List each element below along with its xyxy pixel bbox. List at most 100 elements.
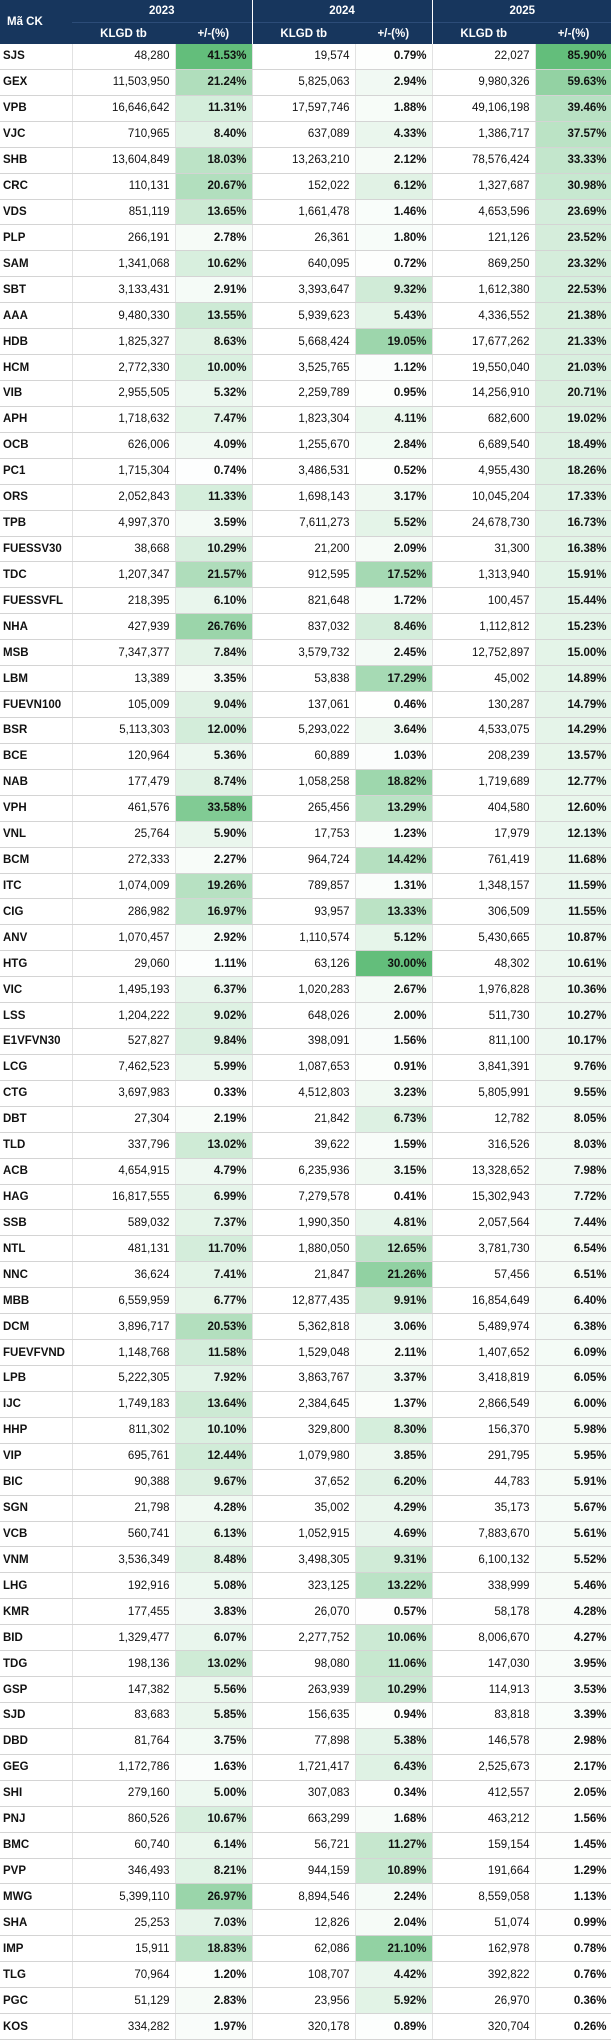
volume-2025-cell: 13,328,652 <box>432 1158 536 1185</box>
volume-2023-cell: 2,052,843 <box>72 484 176 511</box>
table-row: TPB 4,997,370 3.59% 7,611,273 5.52% 24,678,73… <box>0 510 611 537</box>
change-2023-cell: 5.00% <box>175 1780 253 1807</box>
stock-code-cell: NTL <box>0 1235 73 1263</box>
change-2025-cell: 59.63% <box>535 69 611 96</box>
volume-2024-cell: 2,277,752 <box>252 1624 356 1652</box>
stock-code-cell: CTG <box>0 1080 73 1107</box>
volume-2024-cell: 3,863,767 <box>252 1365 356 1392</box>
change-2025-cell: 0.76% <box>535 1961 611 1989</box>
volume-2023-cell: 1,070,457 <box>72 924 176 952</box>
stock-code-cell: SBT <box>0 276 73 304</box>
volume-2023-cell: 36,624 <box>72 1261 176 1289</box>
change-2023-cell: 10.67% <box>175 1806 253 1833</box>
stock-code-cell: VNM <box>0 1546 73 1574</box>
volume-2024-cell: 21,200 <box>252 536 356 563</box>
volume-2025-cell: 4,653,596 <box>432 199 536 226</box>
table-row: SJD 83,683 5.85% 156,635 0.94% 83,818 3.39% <box>0 1702 611 1729</box>
change-2025-cell: 16.38% <box>535 536 611 563</box>
change-2023-cell: 5.08% <box>175 1572 253 1600</box>
stock-code-cell: VPH <box>0 795 73 822</box>
volume-2025-cell: 1,327,687 <box>432 173 536 200</box>
change-2025-cell: 14.89% <box>535 665 611 693</box>
change-2023-cell: 7.47% <box>175 406 253 433</box>
volume-2025-cell: 19,550,040 <box>432 354 536 381</box>
change-2023-cell: 12.44% <box>175 1443 253 1470</box>
volume-2025-cell: 14,256,910 <box>432 380 536 407</box>
change-2025-cell: 21.03% <box>535 354 611 381</box>
change-2024-cell: 4.29% <box>355 1495 433 1522</box>
table-row: AAA 9,480,330 13.55% 5,939,623 5.43% 4,336,55… <box>0 302 611 330</box>
volume-2023-cell: 11,503,950 <box>72 69 176 96</box>
change-2023-cell: 13.65% <box>175 199 253 226</box>
volume-2025-cell: 1,348,157 <box>432 873 536 900</box>
volume-2025-cell: 83,818 <box>432 1702 536 1729</box>
volume-2023-cell: 4,654,915 <box>72 1158 176 1185</box>
volume-2023-cell: 272,333 <box>72 847 176 874</box>
change-2023-cell: 16.97% <box>175 898 253 926</box>
change-2024-cell: 2.12% <box>355 147 433 174</box>
volume-2024-cell: 1,823,304 <box>252 406 356 433</box>
table-row: MWG 5,399,110 26.97% 8,894,546 2.24% 8,559,05… <box>0 1883 611 1911</box>
table-row: BIC 90,388 9.67% 37,652 6.20% 44,783 5.91% <box>0 1469 611 1496</box>
volume-2024-cell: 1,529,048 <box>252 1339 356 1367</box>
stock-code-cell: VJC <box>0 121 73 148</box>
change-2024-cell: 0.41% <box>355 1184 433 1211</box>
change-2025-cell: 8.03% <box>535 1132 611 1159</box>
stock-code-cell: HTG <box>0 950 73 978</box>
table-row: CTG 3,697,983 0.33% 4,512,803 3.23% 5,805,991… <box>0 1080 611 1107</box>
code-column-header: Mã CK <box>0 0 72 44</box>
volume-2024-cell: 39,622 <box>252 1132 356 1159</box>
volume-2023-cell: 1,495,193 <box>72 976 176 1004</box>
change-2023-cell: 5.56% <box>175 1676 253 1703</box>
change-2024-cell: 13.22% <box>355 1572 433 1600</box>
change-2023-cell: 7.37% <box>175 1209 253 1237</box>
volume-2025-cell: 1,719,689 <box>432 769 536 796</box>
change-2024-cell: 8.46% <box>355 613 433 641</box>
volume-2023-cell: 1,715,304 <box>72 458 176 485</box>
volume-2025-cell: 1,407,652 <box>432 1339 536 1367</box>
stock-code-cell: KMR <box>0 1598 73 1626</box>
vol-2023-header: KLGD tb <box>72 22 175 44</box>
change-2023-cell: 9.04% <box>175 691 253 718</box>
change-2024-cell: 9.31% <box>355 1546 433 1574</box>
change-2023-cell: 20.53% <box>175 1313 253 1341</box>
table-row: DBT 27,304 2.19% 21,842 6.73% 12,782 8.05% <box>0 1106 611 1133</box>
volume-2024-cell: 12,826 <box>252 1909 356 1937</box>
change-2023-cell: 8.40% <box>175 121 253 148</box>
change-2024-cell: 0.72% <box>355 250 433 278</box>
volume-2024-cell: 62,086 <box>252 1935 356 1963</box>
volume-2023-cell: 110,131 <box>72 173 176 200</box>
stock-code-cell: APH <box>0 406 73 433</box>
change-2024-cell: 17.29% <box>355 665 433 693</box>
change-2024-cell: 4.11% <box>355 406 433 433</box>
stock-code-cell: TPB <box>0 510 73 537</box>
change-2025-cell: 1.56% <box>535 1806 611 1833</box>
volume-2023-cell: 860,526 <box>72 1806 176 1833</box>
stock-code-cell: VIB <box>0 380 73 407</box>
volume-2024-cell: 1,255,670 <box>252 432 356 459</box>
volume-2023-cell: 851,119 <box>72 199 176 226</box>
stock-code-cell: SHB <box>0 147 73 174</box>
change-2025-cell: 37.57% <box>535 121 611 148</box>
change-2025-cell: 22.53% <box>535 276 611 304</box>
stock-code-cell: SHI <box>0 1780 73 1807</box>
change-2024-cell: 6.73% <box>355 1106 433 1133</box>
change-2025-cell: 12.13% <box>535 821 611 848</box>
change-2023-cell: 11.31% <box>175 95 253 122</box>
change-2023-cell: 4.79% <box>175 1158 253 1185</box>
volume-2023-cell: 7,347,377 <box>72 639 176 667</box>
change-2024-cell: 4.33% <box>355 121 433 148</box>
volume-2023-cell: 27,304 <box>72 1106 176 1133</box>
volume-2025-cell: 869,250 <box>432 250 536 278</box>
volume-2024-cell: 21,842 <box>252 1106 356 1133</box>
change-2025-cell: 10.36% <box>535 976 611 1004</box>
change-2024-cell: 1.31% <box>355 873 433 900</box>
change-2025-cell: 5.67% <box>535 1495 611 1522</box>
change-2023-cell: 26.97% <box>175 1883 253 1911</box>
change-2024-cell: 6.43% <box>355 1754 433 1781</box>
volume-2024-cell: 912,595 <box>252 561 356 589</box>
stock-code-cell: KOS <box>0 2013 73 2040</box>
change-2025-cell: 18.26% <box>535 458 611 485</box>
volume-2024-cell: 17,597,746 <box>252 95 356 122</box>
change-2024-cell: 19.05% <box>355 328 433 356</box>
